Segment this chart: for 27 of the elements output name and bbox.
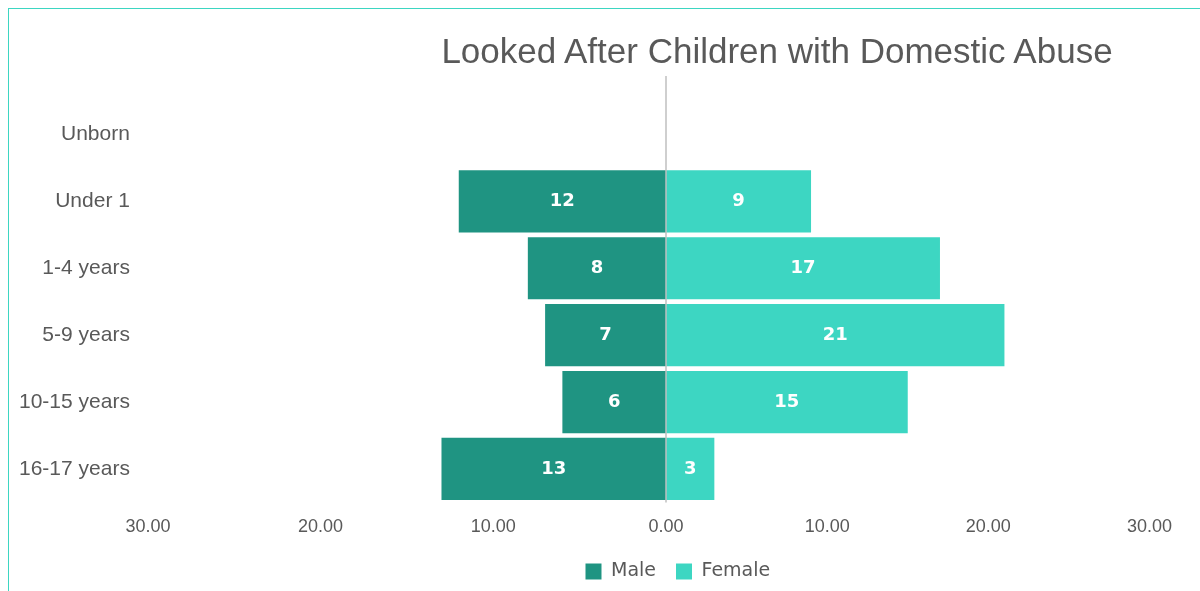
- legend-label: Male: [611, 558, 657, 581]
- y-tick-label: 16-17 years: [18, 455, 130, 479]
- legend-label: Female: [701, 558, 771, 581]
- data-label: 21: [822, 322, 848, 344]
- x-tick-label: 20.00: [298, 516, 344, 537]
- x-tick-label: 30.00: [125, 516, 171, 537]
- bar: [666, 437, 715, 501]
- y-tick-label: Unborn: [61, 121, 130, 145]
- x-tick-label: 0.00: [648, 516, 684, 537]
- x-tick-label: 10.00: [470, 516, 516, 537]
- data-label: 9: [732, 189, 745, 211]
- x-tick-label: 30.00: [1126, 516, 1172, 537]
- y-tick-label: 5-9 years: [42, 321, 130, 345]
- data-label: 7: [599, 322, 612, 344]
- y-tick-label: Under 1: [55, 188, 130, 212]
- data-label: 13: [541, 456, 567, 478]
- data-label: 17: [790, 255, 816, 277]
- data-label: 8: [590, 255, 604, 277]
- data-label: 15: [774, 389, 800, 411]
- x-tick-label: 20.00: [965, 516, 1011, 537]
- y-tick-label: 1-4 years: [42, 255, 130, 279]
- data-label: 6: [607, 389, 621, 411]
- text: Looked After Children with Domestic Abuse: [440, 31, 1114, 71]
- y-tick-label: 10-15 years: [18, 388, 130, 412]
- x-tick-label: 10.00: [804, 516, 850, 537]
- data-label: 12: [549, 189, 575, 211]
- data-label: 3: [683, 456, 697, 478]
